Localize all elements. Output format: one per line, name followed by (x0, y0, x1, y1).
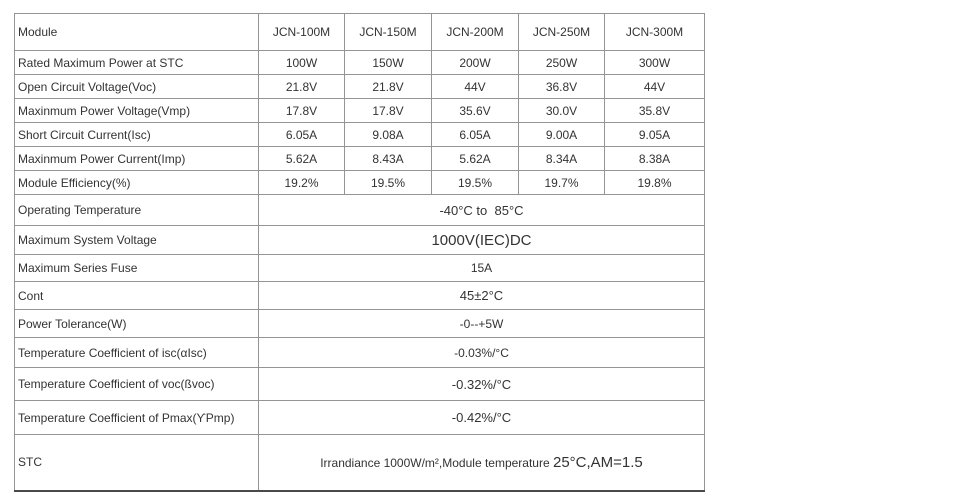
row-label: Module Efficiency(%) (14, 170, 259, 195)
cell-value: 35.8V (604, 98, 705, 123)
cell-value: 21.8V (258, 74, 345, 99)
row-label: Temperature Coefficient of Pmax(ϒPmp) (14, 400, 259, 435)
cell-value: 17.8V (344, 98, 432, 123)
row-label: Cont (14, 281, 259, 310)
cell-value: 5.62A (258, 146, 345, 171)
row-label: Rated Maximum Power at STC (14, 50, 259, 75)
cell-value: 300W (604, 50, 705, 75)
table-row-temp-coeff-voc: Temperature Coefficient of voc(ßvoc) -0.… (14, 367, 705, 401)
cell-value: 19.8% (604, 170, 705, 195)
row-label: Maxinmum Power Current(Imp) (14, 146, 259, 171)
header-col-jcn-250m: JCN-250M (518, 13, 605, 51)
merged-cell-value: -0--+5W (258, 309, 705, 338)
table-row-max-series-fuse: Maximum Series Fuse 15A (14, 254, 705, 282)
cell-value: 150W (344, 50, 432, 75)
merged-cell-value: 1000V(IEC)DC (258, 225, 705, 255)
cell-value: 100W (258, 50, 345, 75)
cell-value: 8.34A (518, 146, 605, 171)
cell-value: 9.00A (518, 122, 605, 147)
cell-value: 19.5% (431, 170, 519, 195)
cell-value: 30.0V (518, 98, 605, 123)
header-col-jcn-200m: JCN-200M (431, 13, 519, 51)
stc-text: Irrandiance 1000W/m²,Module temperature (320, 455, 553, 470)
row-label: Maximum Series Fuse (14, 254, 259, 282)
row-label: Temperature Coefficient of isc(αIsc) (14, 337, 259, 368)
cell-value: 9.05A (604, 122, 705, 147)
row-label: Open Circuit Voltage(Voc) (14, 74, 259, 99)
table-row-vmp: Maxinmum Power Voltage(Vmp) 17.8V 17.8V … (14, 98, 705, 123)
module-spec-table: Module JCN-100M JCN-150M JCN-200M JCN-25… (14, 13, 705, 492)
merged-cell-value: -0.32%/°C (258, 367, 705, 401)
cell-value: 44V (604, 74, 705, 99)
table-row-efficiency: Module Efficiency(%) 19.2% 19.5% 19.5% 1… (14, 170, 705, 195)
table-row-imp: Maxinmum Power Current(Imp) 5.62A 8.43A … (14, 146, 705, 171)
table-row-temp-coeff-pmax: Temperature Coefficient of Pmax(ϒPmp) -0… (14, 400, 705, 435)
table-row-temp-coeff-isc: Temperature Coefficient of isc(αIsc) -0.… (14, 337, 705, 368)
cell-value: 36.8V (518, 74, 605, 99)
cell-value: 250W (518, 50, 605, 75)
row-label: Maximum System Voltage (14, 225, 259, 255)
header-col-jcn-300m: JCN-300M (604, 13, 705, 51)
row-label: Maxinmum Power Voltage(Vmp) (14, 98, 259, 123)
table-row-isc: Short Circuit Current(Isc) 6.05A 9.08A 6… (14, 122, 705, 147)
table-row-power-tolerance: Power Tolerance(W) -0--+5W (14, 309, 705, 338)
row-label: Short Circuit Current(Isc) (14, 122, 259, 147)
table-row-rated-power: Rated Maximum Power at STC 100W 150W 200… (14, 50, 705, 75)
cell-value: 8.38A (604, 146, 705, 171)
table-header-row: Module JCN-100M JCN-150M JCN-200M JCN-25… (14, 13, 705, 51)
row-label: STC (14, 434, 259, 492)
merged-cell-value: 15A (258, 254, 705, 282)
row-label: Power Tolerance(W) (14, 309, 259, 338)
row-label: Operating Temperature (14, 194, 259, 226)
cell-value: 21.8V (344, 74, 432, 99)
header-module-label: Module (14, 13, 259, 51)
cell-value: 19.5% (344, 170, 432, 195)
merged-cell-value: 45±2°C (258, 281, 705, 310)
cell-value: 200W (431, 50, 519, 75)
header-col-jcn-100m: JCN-100M (258, 13, 345, 51)
cell-value: 9.08A (344, 122, 432, 147)
merged-cell-value: -0.42%/°C (258, 400, 705, 435)
cell-value: 6.05A (258, 122, 345, 147)
cell-value: 19.2% (258, 170, 345, 195)
table-row-operating-temperature: Operating Temperature -40°C to 85°C (14, 194, 705, 226)
table-row-stc: STC Irrandiance 1000W/m²,Module temperat… (14, 434, 705, 492)
cell-value: 8.43A (344, 146, 432, 171)
cell-value: 44V (431, 74, 519, 99)
merged-cell-value: -40°C to 85°C (258, 194, 705, 226)
merged-cell-value: Irrandiance 1000W/m²,Module temperature … (258, 434, 705, 492)
table-row-voc: Open Circuit Voltage(Voc) 21.8V 21.8V 44… (14, 74, 705, 99)
merged-cell-value: -0.03%/°C (258, 337, 705, 368)
cell-value: 17.8V (258, 98, 345, 123)
stc-text-large: 25°C,AM=1.5 (552, 453, 643, 471)
header-col-jcn-150m: JCN-150M (344, 13, 432, 51)
cell-value: 35.6V (431, 98, 519, 123)
table-row-cont: Cont 45±2°C (14, 281, 705, 310)
cell-value: 6.05A (431, 122, 519, 147)
cell-value: 5.62A (431, 146, 519, 171)
table-row-max-system-voltage: Maximum System Voltage 1000V(IEC)DC (14, 225, 705, 255)
row-label: Temperature Coefficient of voc(ßvoc) (14, 367, 259, 401)
cell-value: 19.7% (518, 170, 605, 195)
